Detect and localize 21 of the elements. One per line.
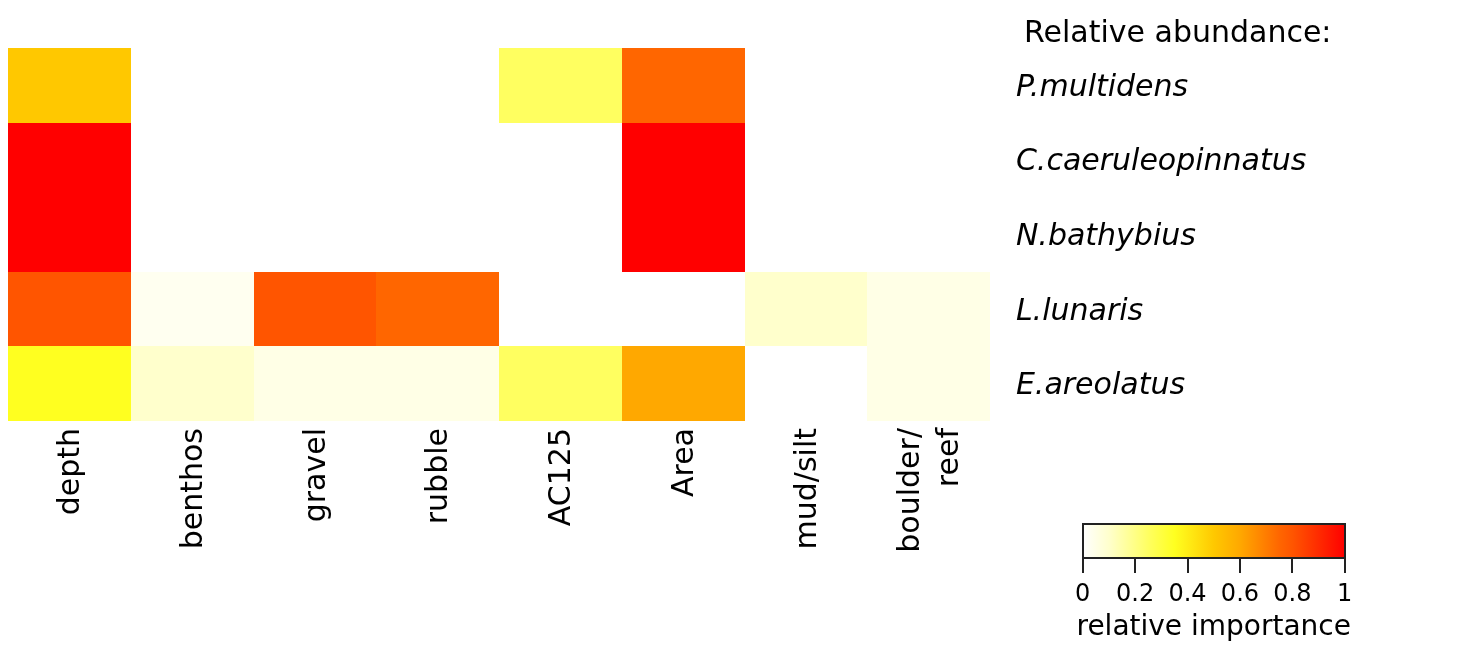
x-tick-label: rubble: [419, 428, 455, 525]
x-tick-label: AC125: [542, 428, 578, 527]
x-tick-label: gravel: [296, 428, 332, 523]
color-bar-title: relative importance: [1076, 609, 1351, 643]
color-bar-label: 0.4: [1168, 579, 1207, 608]
y-tick-label: P.multidens: [1015, 67, 1189, 103]
x-tick-label: Area: [664, 428, 700, 498]
color-bar-label: 0.8: [1273, 579, 1312, 608]
color-bar-label: 1: [1337, 579, 1353, 608]
text: Relative abundance:: [1024, 14, 1332, 49]
x-tick-label: benthos: [173, 428, 209, 550]
color-bar-label: 0.2: [1116, 579, 1155, 608]
color-bar-label: 0: [1075, 579, 1091, 608]
y-tick-label: C.caeruleopinnatus: [1015, 142, 1307, 178]
y-tick-label: E.areolatus: [1015, 366, 1186, 402]
x-tick-label: boulder/ reef: [890, 426, 965, 553]
y-tick-label: L.lunaris: [1015, 291, 1144, 327]
y-tick-label: N.bathybius: [1015, 217, 1196, 252]
x-tick-label: mud/silt: [787, 427, 823, 550]
x-tick-label: depth: [51, 428, 87, 516]
color-bar-label: 0.6: [1220, 579, 1260, 608]
